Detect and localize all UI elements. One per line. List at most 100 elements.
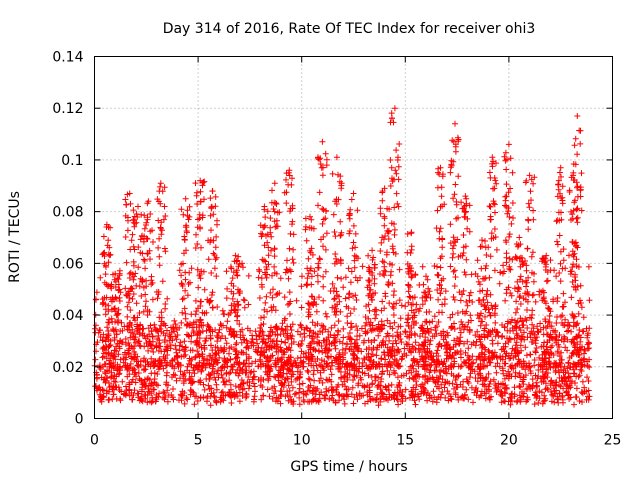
data-point — [436, 375, 443, 382]
data-point — [560, 246, 567, 253]
data-point — [550, 327, 557, 334]
data-point — [524, 298, 531, 305]
data-point — [296, 394, 303, 401]
data-point — [112, 356, 119, 363]
data-point — [406, 328, 413, 335]
data-point — [182, 287, 189, 294]
data-point — [438, 343, 445, 350]
data-point — [144, 200, 151, 207]
data-point — [231, 306, 238, 313]
data-point — [223, 340, 230, 347]
data-point — [306, 224, 313, 231]
data-point — [350, 400, 357, 407]
data-point — [303, 281, 310, 288]
data-point — [135, 361, 142, 368]
data-point — [455, 136, 462, 143]
data-point — [157, 183, 163, 190]
data-point — [557, 248, 564, 255]
data-point — [152, 398, 159, 405]
data-point — [110, 271, 116, 278]
data-point — [554, 238, 560, 245]
data-point — [391, 392, 398, 398]
data-point — [255, 376, 262, 383]
data-point — [472, 342, 479, 349]
data-point — [243, 357, 250, 364]
data-point — [508, 220, 515, 227]
data-point — [241, 297, 248, 304]
data-point — [291, 391, 298, 398]
data-point — [581, 346, 588, 353]
data-point — [380, 337, 387, 344]
data-point — [516, 294, 523, 301]
data-point — [135, 264, 142, 271]
data-point — [320, 233, 327, 240]
data-point — [271, 263, 278, 270]
data-point — [586, 364, 593, 371]
data-point — [313, 398, 320, 405]
x-tick-label: 5 — [194, 433, 203, 449]
data-point — [447, 314, 454, 321]
y-tick-label: 0 — [75, 412, 84, 428]
data-point — [353, 253, 360, 260]
data-point — [342, 274, 349, 281]
data-point — [520, 358, 527, 365]
data-point — [309, 356, 316, 362]
data-point — [447, 169, 454, 176]
data-point — [285, 169, 292, 176]
data-point — [113, 331, 120, 338]
data-point — [346, 330, 353, 336]
data-point — [538, 389, 545, 396]
data-point — [581, 388, 588, 395]
data-point — [339, 351, 346, 358]
data-point — [389, 243, 396, 250]
data-point — [260, 360, 266, 367]
data-point — [477, 363, 484, 370]
data-point — [571, 199, 578, 206]
data-point — [147, 256, 153, 263]
data-point — [437, 264, 444, 271]
data-point — [143, 298, 149, 305]
data-point — [409, 390, 416, 397]
data-point — [546, 313, 553, 319]
data-point — [279, 381, 286, 388]
data-point — [365, 301, 372, 308]
data-point — [317, 161, 324, 167]
data-point — [111, 334, 118, 341]
data-point — [541, 372, 548, 379]
data-point — [206, 352, 213, 359]
data-point — [192, 180, 199, 187]
data-point — [155, 244, 162, 251]
data-point — [426, 395, 433, 402]
data-point — [131, 314, 138, 321]
data-point — [409, 273, 416, 280]
data-point — [123, 259, 130, 266]
data-point — [464, 338, 471, 345]
data-point — [140, 308, 147, 315]
data-point — [408, 243, 415, 250]
data-point — [193, 363, 200, 370]
data-point — [106, 343, 113, 349]
data-point — [320, 273, 327, 280]
data-point — [572, 286, 579, 293]
data-point — [438, 184, 445, 191]
data-point — [574, 151, 581, 158]
data-point — [150, 239, 156, 245]
data-point — [116, 298, 123, 304]
data-point — [490, 234, 497, 241]
data-point — [507, 394, 514, 401]
data-point — [224, 285, 231, 292]
data-point — [141, 225, 148, 232]
data-point — [113, 384, 120, 391]
data-point — [512, 253, 519, 260]
data-point — [286, 245, 293, 252]
data-point — [422, 289, 429, 296]
data-point — [378, 239, 385, 246]
data-point — [474, 273, 481, 280]
data-point — [333, 308, 340, 315]
data-point — [380, 236, 387, 243]
data-point — [220, 363, 226, 370]
data-point — [452, 181, 459, 188]
data-point — [553, 387, 560, 394]
data-point — [268, 307, 275, 314]
data-point — [492, 209, 498, 216]
